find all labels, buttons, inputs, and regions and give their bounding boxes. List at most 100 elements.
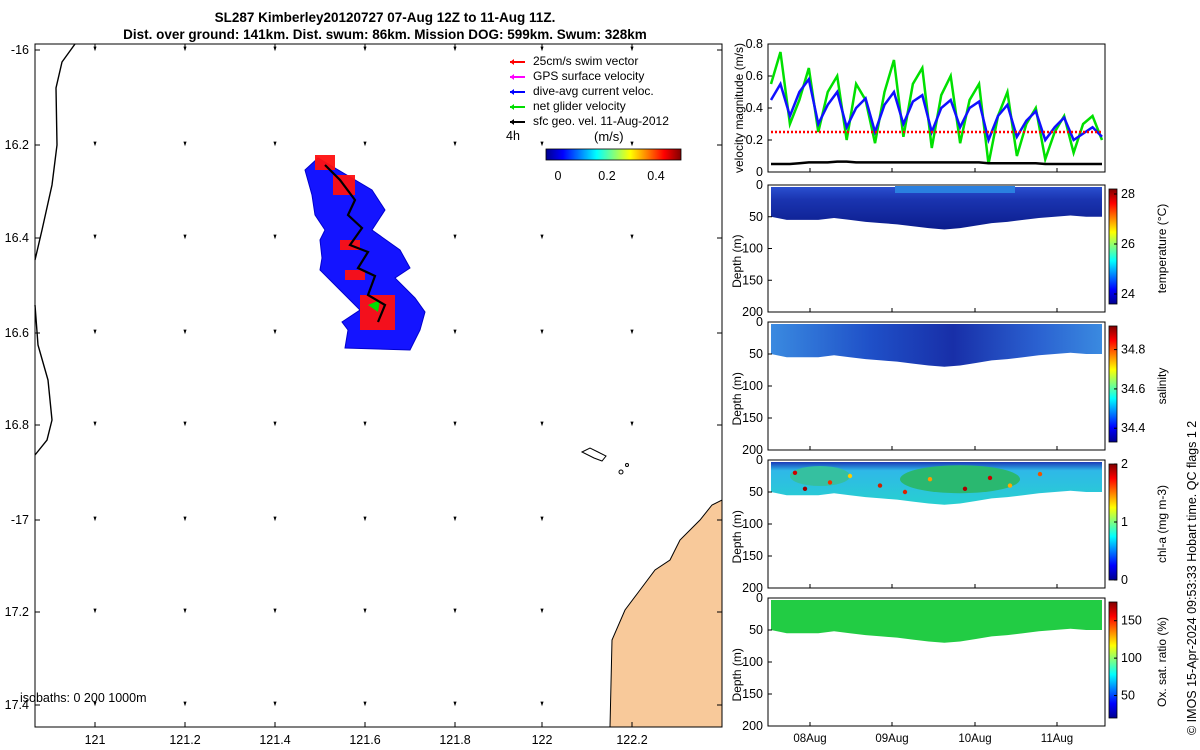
- y-tick-label: 50: [749, 347, 763, 361]
- geo-vel-arrow: [540, 608, 544, 614]
- colorbar-tick-label: 1: [1121, 515, 1128, 529]
- y-tick-label: 100: [742, 655, 763, 669]
- geo-vel-arrow: [540, 141, 544, 147]
- y-tick-label: 0: [756, 591, 763, 605]
- heatmap-data-4: [771, 600, 1102, 643]
- x-tick-label: 122.2: [616, 733, 647, 747]
- colorbar-tick-label: 26: [1121, 237, 1135, 251]
- chl-point: [827, 480, 833, 485]
- y-tick-label: 0: [756, 315, 763, 329]
- net-velocity-arrows: [368, 300, 380, 312]
- y-tick-label: -16: [11, 43, 29, 57]
- colorbar-tick-label: 50: [1121, 689, 1135, 703]
- chl-point: [1007, 483, 1013, 488]
- legend-item-label: GPS surface velocity: [533, 69, 645, 83]
- chl-point: [1037, 471, 1043, 477]
- colorbar-tick-label: 0.2: [598, 169, 615, 183]
- heatmap-data-1: [771, 187, 1102, 230]
- figure-title-line2: Dist. over ground: 141km. Dist. swum: 86…: [123, 27, 647, 42]
- island: [618, 469, 624, 475]
- y-tick-label: 150: [742, 411, 763, 425]
- geo-vel-arrow: [540, 421, 544, 427]
- geo-vel-arrow: [540, 516, 544, 522]
- legend-arrowhead: [510, 89, 514, 95]
- y-tick-label: -17: [11, 513, 29, 527]
- geo-vel-arrow: [273, 701, 277, 707]
- legend-arrowhead: [510, 104, 514, 110]
- geo-vel-arrow: [273, 46, 277, 52]
- geo-vel-arrow: [363, 608, 367, 614]
- y-tick-label: 50: [749, 485, 763, 499]
- depth-ylabel: Depth (m): [730, 648, 744, 701]
- geo-vel-arrow: [183, 329, 187, 335]
- y-tick-label: 200: [742, 305, 763, 319]
- y-tick-label: 100: [742, 517, 763, 531]
- depth-ylabel: Depth (m): [730, 510, 744, 563]
- x-tick-label: 122: [532, 733, 553, 747]
- legend-arrowhead: [510, 59, 514, 65]
- y-tick-label: 17.2: [5, 605, 29, 619]
- chl-max-blob: [790, 466, 850, 486]
- time-axis-label: 11Aug: [1041, 733, 1073, 745]
- geo-vel-arrow: [540, 701, 544, 707]
- colorbar-4: [1108, 601, 1118, 719]
- geo-vel-arrow: [363, 421, 367, 427]
- chl-max-blob: [900, 465, 1020, 494]
- geo-vel-arrow: [183, 141, 187, 147]
- y-tick-label: 50: [749, 210, 763, 224]
- colorbar-tick-label: 100: [1121, 651, 1142, 665]
- y-tick-label: 0: [756, 165, 763, 179]
- depth-ylabel: Depth (m): [730, 235, 744, 288]
- geo-vel-arrow: [93, 701, 97, 707]
- geo-vel-arrow: [273, 516, 277, 522]
- geo-vel-arrow: [93, 46, 97, 52]
- geo-vel-arrow: [93, 141, 97, 147]
- y-tick-label: 200: [742, 443, 763, 457]
- chl-point: [877, 483, 883, 488]
- chl-point: [802, 486, 808, 491]
- y-tick-label: 16.8: [5, 418, 29, 432]
- geo-vel-arrow: [540, 46, 544, 52]
- swim-vector-cluster: [315, 155, 335, 170]
- geo-vel-arrow: [273, 234, 277, 240]
- series-line-sfc-geo-vel-: [771, 160, 1102, 166]
- geo-vel-arrow: [453, 608, 457, 614]
- y-tick-label: 0.2: [746, 133, 763, 147]
- coastline-west: [34, 43, 76, 456]
- chl-point: [847, 473, 853, 479]
- colorbar-label-1: temperature (°C): [1155, 204, 1169, 294]
- y-tick-label: 150: [742, 687, 763, 701]
- geo-vel-arrow: [630, 141, 634, 147]
- y-tick-label: 100: [742, 242, 763, 256]
- geo-vel-arrow: [363, 141, 367, 147]
- chl-point: [987, 475, 993, 481]
- geo-vel-arrow: [630, 46, 634, 52]
- colorbar-2: [1108, 325, 1118, 443]
- y-tick-label: 16.4: [5, 231, 29, 245]
- geo-vel-arrow: [630, 329, 634, 335]
- time-axis-label: 09Aug: [875, 733, 908, 745]
- isobaths-label: isobaths: 0 200 1000m: [20, 691, 147, 705]
- geo-vel-arrow: [453, 329, 457, 335]
- chl-point: [927, 477, 933, 482]
- swim-vector-cluster: [345, 270, 365, 280]
- colorbar-label-4h: 4h: [506, 129, 520, 143]
- colorbar-tick-label: 34.6: [1121, 382, 1145, 396]
- y-tick-label: 100: [742, 379, 763, 393]
- geo-vel-arrow: [93, 234, 97, 240]
- geo-vel-arrow: [183, 701, 187, 707]
- y-tick-label: 17.4: [5, 698, 29, 712]
- geo-vel-arrow: [453, 516, 457, 522]
- island: [625, 463, 629, 467]
- island: [580, 447, 607, 462]
- time-axis-label: 08Aug: [793, 733, 826, 745]
- credit-text: © IMOS 15-Apr-2024 09:53:33 Hobart time.…: [1185, 420, 1199, 735]
- colorbar-tick-label: 0: [555, 169, 562, 183]
- y-tick-label: 150: [742, 549, 763, 563]
- geo-vel-arrow: [273, 329, 277, 335]
- geo-vel-arrow: [183, 46, 187, 52]
- colorbar-tick-label: 2: [1121, 457, 1128, 471]
- geo-vel-arrow: [363, 46, 367, 52]
- geo-vel-arrow: [453, 234, 457, 240]
- heatmap-data-2: [771, 324, 1102, 367]
